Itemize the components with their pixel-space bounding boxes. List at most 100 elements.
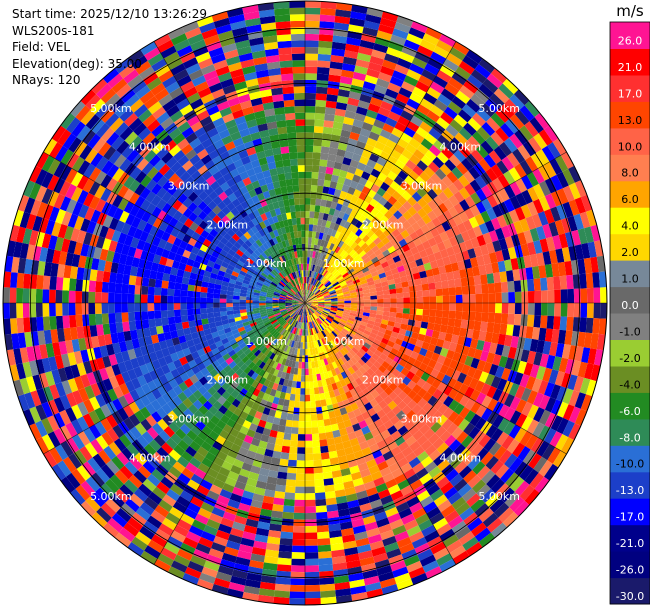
gate-cell <box>371 245 380 253</box>
gate-cell <box>309 204 316 212</box>
gate-cell <box>508 167 522 182</box>
gate-cell <box>367 221 376 230</box>
gate-cell <box>379 276 388 283</box>
gate-cell <box>369 97 383 107</box>
gate-cell <box>305 303 307 310</box>
gate-cell <box>312 287 318 293</box>
gate-cell <box>409 92 424 104</box>
gate-cell <box>356 52 372 62</box>
gate-cell <box>495 127 510 142</box>
gate-cell <box>458 60 475 75</box>
gate-cell <box>415 314 423 322</box>
gate-cell <box>541 444 556 461</box>
gate-cell <box>307 355 312 362</box>
gate-cell <box>534 112 550 130</box>
gate-cell <box>401 190 412 201</box>
gate-cell <box>317 296 324 300</box>
gate-cell <box>527 303 535 315</box>
gate-cell <box>580 194 593 212</box>
gate-cell <box>340 259 347 266</box>
gate-cell <box>369 267 377 274</box>
gate-cell <box>326 437 335 446</box>
gate-cell <box>418 74 433 87</box>
gate-cell <box>435 309 443 318</box>
gate-cell <box>303 322 305 330</box>
gate-cell <box>405 225 416 236</box>
gate-cell <box>343 56 357 66</box>
gate-cell <box>320 452 330 460</box>
gate-cell <box>305 1 321 8</box>
gate-cell <box>311 299 318 302</box>
gate-cell <box>305 303 310 308</box>
gate-cell <box>351 225 359 234</box>
gate-cell <box>488 230 499 243</box>
gate-cell <box>371 256 379 264</box>
gate-cell <box>339 219 347 227</box>
gate-cell <box>586 287 594 303</box>
gate-cell <box>341 317 348 322</box>
gate-cell <box>320 225 326 234</box>
gate-cell <box>492 354 502 366</box>
gate-cell <box>486 273 495 284</box>
gate-cell <box>427 210 438 221</box>
gate-cell <box>318 366 324 374</box>
gate-cell <box>322 278 329 285</box>
gate-cell <box>460 364 471 376</box>
gate-cell <box>396 57 412 70</box>
gate-cell <box>386 325 394 332</box>
gate-cell <box>335 288 343 293</box>
gate-cell <box>358 260 366 268</box>
gate-cell <box>544 397 557 413</box>
gate-cell <box>316 308 323 312</box>
gate-cell <box>310 277 314 285</box>
gate-cell <box>419 495 434 508</box>
gate-cell <box>371 271 379 278</box>
gate-cell <box>503 198 515 213</box>
gate-cell <box>348 91 362 101</box>
gate-cell <box>532 198 544 214</box>
gate-cell <box>305 237 309 244</box>
gate-cell <box>442 287 450 296</box>
gate-cell <box>445 124 459 138</box>
gate-cell <box>411 537 428 549</box>
gate-cell <box>305 296 307 303</box>
gate-cell <box>496 214 508 228</box>
gate-cell <box>346 382 355 391</box>
gate-cell <box>409 63 425 75</box>
gate-cell <box>324 484 335 493</box>
gate-cell <box>411 222 421 232</box>
gate-cell <box>561 372 572 389</box>
gate-cell <box>369 540 385 551</box>
gate-cell <box>411 57 428 69</box>
gate-cell <box>484 220 495 233</box>
gate-cell <box>395 185 406 196</box>
gate-cell <box>532 422 545 438</box>
gate-cell <box>353 279 361 285</box>
gate-cell <box>373 552 389 563</box>
gate-cell <box>345 425 355 435</box>
gate-cell <box>313 126 324 134</box>
gate-cell <box>322 311 329 315</box>
gate-cell <box>419 121 433 133</box>
gate-cell <box>517 144 531 160</box>
gate-cell <box>330 396 338 405</box>
gate-cell <box>351 444 362 453</box>
gate-cell <box>459 85 475 99</box>
gate-cell <box>333 161 343 170</box>
gate-cell <box>343 309 351 313</box>
gate-cell <box>305 204 311 212</box>
gate-cell <box>318 332 323 339</box>
gate-cell <box>361 332 370 340</box>
gate-cell <box>315 318 321 325</box>
gate-cell <box>551 329 560 344</box>
gate-cell <box>322 471 333 480</box>
gate-cell <box>324 263 330 270</box>
gate-cell <box>349 329 357 336</box>
gate-cell <box>476 339 485 351</box>
gate-cell <box>379 206 389 216</box>
gate-cell <box>487 283 496 294</box>
gate-cell <box>401 513 416 525</box>
gate-cell <box>383 201 393 211</box>
gate-cell <box>436 39 453 53</box>
gate-cell <box>373 321 382 328</box>
